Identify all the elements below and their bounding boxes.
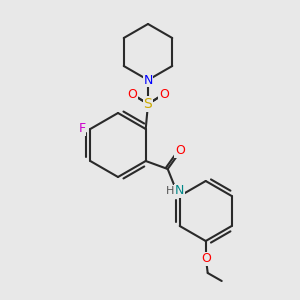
Text: N: N <box>143 74 153 86</box>
Text: O: O <box>175 145 185 158</box>
Text: N: N <box>175 184 184 197</box>
Text: F: F <box>79 122 86 136</box>
Text: S: S <box>144 97 152 111</box>
Text: H: H <box>166 186 174 196</box>
Text: O: O <box>159 88 169 100</box>
Text: O: O <box>127 88 137 100</box>
Text: O: O <box>201 253 211 266</box>
